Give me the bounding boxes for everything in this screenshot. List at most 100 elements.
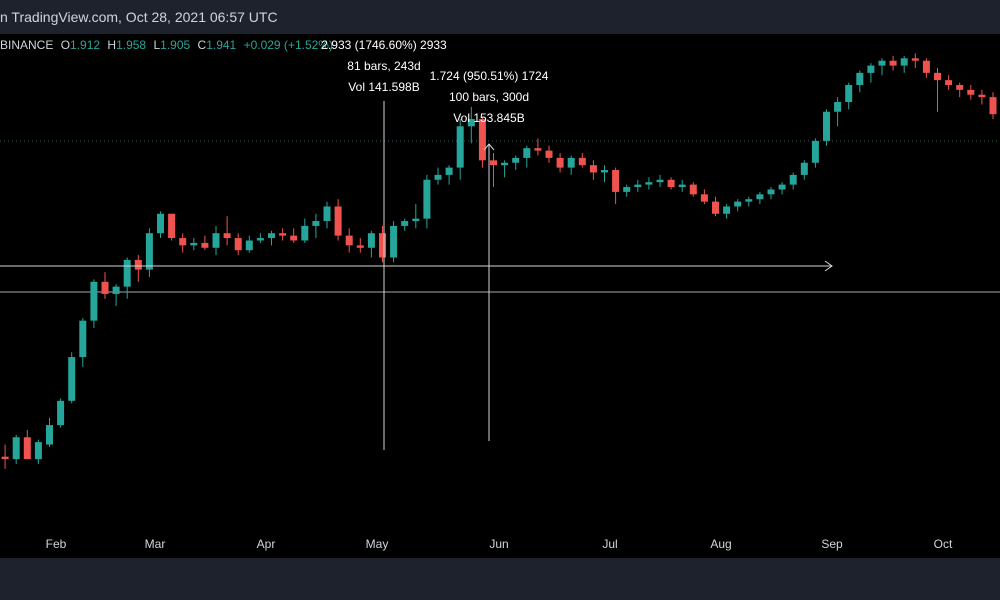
legend-low-value: 1.905 — [160, 38, 191, 52]
candle-body — [845, 85, 853, 103]
legend-close-label: C — [197, 38, 207, 52]
candle-body — [101, 281, 109, 294]
header-title: n TradingView.com, Oct 28, 2021 06:57 UT… — [0, 9, 278, 25]
bottom-bar — [0, 558, 1000, 600]
candle-body — [756, 194, 764, 200]
candle-body — [279, 233, 287, 236]
time-label-feb: Feb — [45, 537, 67, 551]
measure-2-change-label: 1.724 (950.51%) 1724 — [429, 69, 549, 83]
candle-body — [290, 235, 298, 241]
candle-body — [356, 245, 364, 248]
candle-body — [57, 400, 65, 426]
candles-group — [1, 53, 997, 469]
candle-body — [978, 94, 986, 98]
top-bar: n TradingView.com, Oct 28, 2021 06:57 UT… — [0, 0, 1000, 34]
candle-body — [645, 182, 653, 185]
candle-body — [634, 184, 642, 188]
candle-body — [534, 148, 542, 151]
candle-body — [578, 157, 586, 166]
candle-body — [190, 242, 198, 246]
legend-close-value: 1.941 — [206, 38, 237, 52]
candle-body — [312, 221, 320, 226]
candle-body — [323, 206, 331, 222]
time-label-jul: Jul — [602, 537, 618, 551]
time-axis[interactable]: Feb Mar Apr May Jun Jul Aug Sep Oct — [0, 532, 1000, 558]
time-label-jun: Jun — [489, 537, 509, 551]
candle-body — [345, 235, 353, 246]
ohlc-legend: BINANCE O1.912 H1.958 L1.905 C1.941 +0.0… — [0, 38, 333, 52]
candle-body — [900, 58, 908, 66]
candle-body — [478, 119, 486, 161]
candle-body — [734, 201, 742, 207]
candle-body — [423, 179, 431, 219]
candle-body — [545, 150, 553, 158]
candle-body — [700, 194, 708, 202]
candle-body — [157, 213, 164, 234]
candle-body — [667, 179, 675, 188]
candle-body — [256, 238, 264, 241]
candle-body — [956, 85, 964, 90]
candle-body — [212, 233, 220, 248]
candle-body — [245, 240, 253, 251]
candle-body — [68, 357, 76, 401]
candle-body — [179, 238, 187, 246]
candle-body — [168, 213, 176, 239]
candle-body — [989, 97, 997, 115]
candle-body — [945, 80, 953, 86]
candle-body — [334, 206, 342, 236]
candle-body — [434, 174, 442, 180]
candle-body — [678, 184, 686, 188]
measure-tool-2 — [483, 143, 495, 441]
measure-2-arrow-head — [483, 143, 495, 151]
measure-2-bars-label: 100 bars, 300d — [448, 90, 530, 104]
candle-body — [123, 259, 131, 287]
candle-body — [856, 72, 864, 86]
candle-body — [601, 170, 608, 173]
legend-high-value: 1.958 — [116, 38, 147, 52]
measure-2-volume-label: Vol 153.845B — [453, 111, 525, 125]
candle-body — [12, 437, 20, 460]
price-chart[interactable] — [0, 34, 1000, 532]
candle-body — [823, 111, 830, 141]
candle-body — [145, 233, 153, 270]
candle-body — [90, 281, 98, 321]
legend-exchange: BINANCE — [0, 38, 54, 52]
candle-body — [112, 286, 120, 294]
candle-body — [379, 233, 386, 258]
candle-body — [467, 119, 475, 127]
candle-body — [456, 126, 464, 168]
candle-body — [889, 60, 897, 66]
candle-body — [712, 201, 719, 214]
candle-body — [800, 162, 808, 175]
candle-body — [501, 162, 509, 166]
candle-body — [867, 65, 875, 73]
candle-body — [401, 221, 409, 226]
measure-tool-1 — [0, 101, 833, 450]
candle-body — [134, 259, 142, 270]
candle-body — [878, 60, 886, 66]
candle-body — [567, 157, 575, 168]
candle-body — [612, 170, 620, 192]
measure-1-bars-label: 81 bars, 243d — [347, 59, 421, 73]
measure-1-arrow-head — [824, 260, 833, 272]
candle-body — [301, 225, 309, 241]
time-label-aug: Aug — [710, 537, 732, 551]
time-label-may: May — [365, 537, 389, 551]
candle-body — [789, 174, 797, 185]
candle-body — [23, 437, 31, 460]
candle-body — [390, 225, 398, 258]
candle-body — [811, 140, 819, 163]
measure-1-volume-label: Vol 141.598B — [348, 80, 420, 94]
candle-body — [723, 206, 731, 214]
candle-body — [623, 187, 631, 192]
candle-body — [689, 184, 697, 195]
measure-1-change-label: 2.933 (1746.60%) 2933 — [321, 38, 447, 52]
time-label-mar: Mar — [144, 537, 166, 551]
candle-body — [767, 189, 775, 195]
legend-low-label: L — [153, 38, 161, 52]
candle-body — [34, 442, 42, 460]
candle-body — [223, 233, 231, 239]
candle-body — [911, 58, 919, 61]
candle-body — [967, 89, 975, 95]
candle-body — [934, 72, 941, 81]
